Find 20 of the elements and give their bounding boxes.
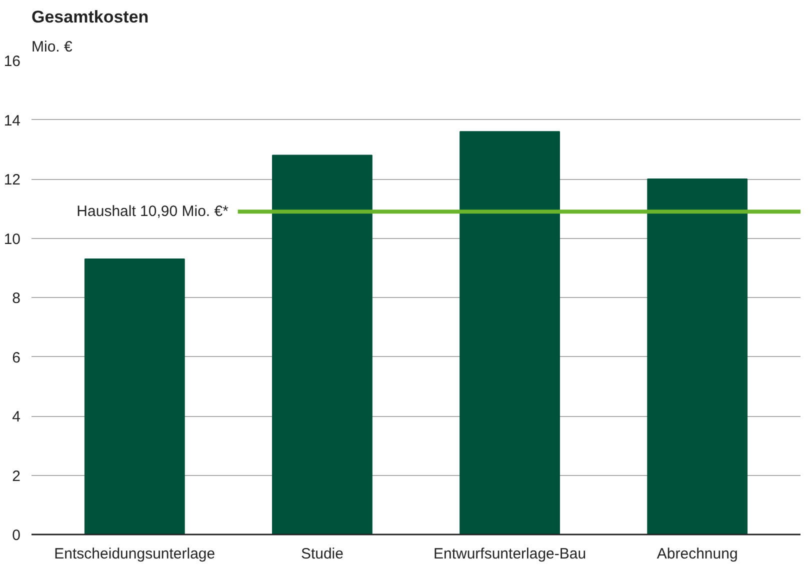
y-tick-label: 14 [4, 112, 21, 130]
y-tick-label: 2 [12, 468, 20, 485]
y-tick-label: 10 [4, 230, 21, 248]
y-tick-label: 12 [4, 172, 21, 188]
y-axis-title: Mio. € [32, 38, 74, 56]
y-tick-label: 4 [12, 408, 20, 426]
y-tick-label: 0 [12, 527, 20, 544]
x-tick-label: Studie [300, 546, 344, 562]
bar [84, 258, 185, 534]
x-tick-label: Abrechnung [656, 546, 738, 562]
chart-title: Gesamtkosten [32, 8, 149, 26]
y-tick-label: 16 [4, 53, 21, 70]
ref-line-label: Haushalt 10,90 Mio. €* [76, 203, 229, 220]
y-tick-label: 8 [12, 290, 20, 307]
x-tick-label: Entscheidungsunterlage [54, 546, 216, 562]
bar [272, 154, 372, 534]
bar [647, 178, 748, 534]
bar [460, 131, 560, 534]
x-tick-label: Entwurfsunterlage-Bau [433, 546, 586, 562]
y-tick-label: 6 [12, 349, 20, 366]
